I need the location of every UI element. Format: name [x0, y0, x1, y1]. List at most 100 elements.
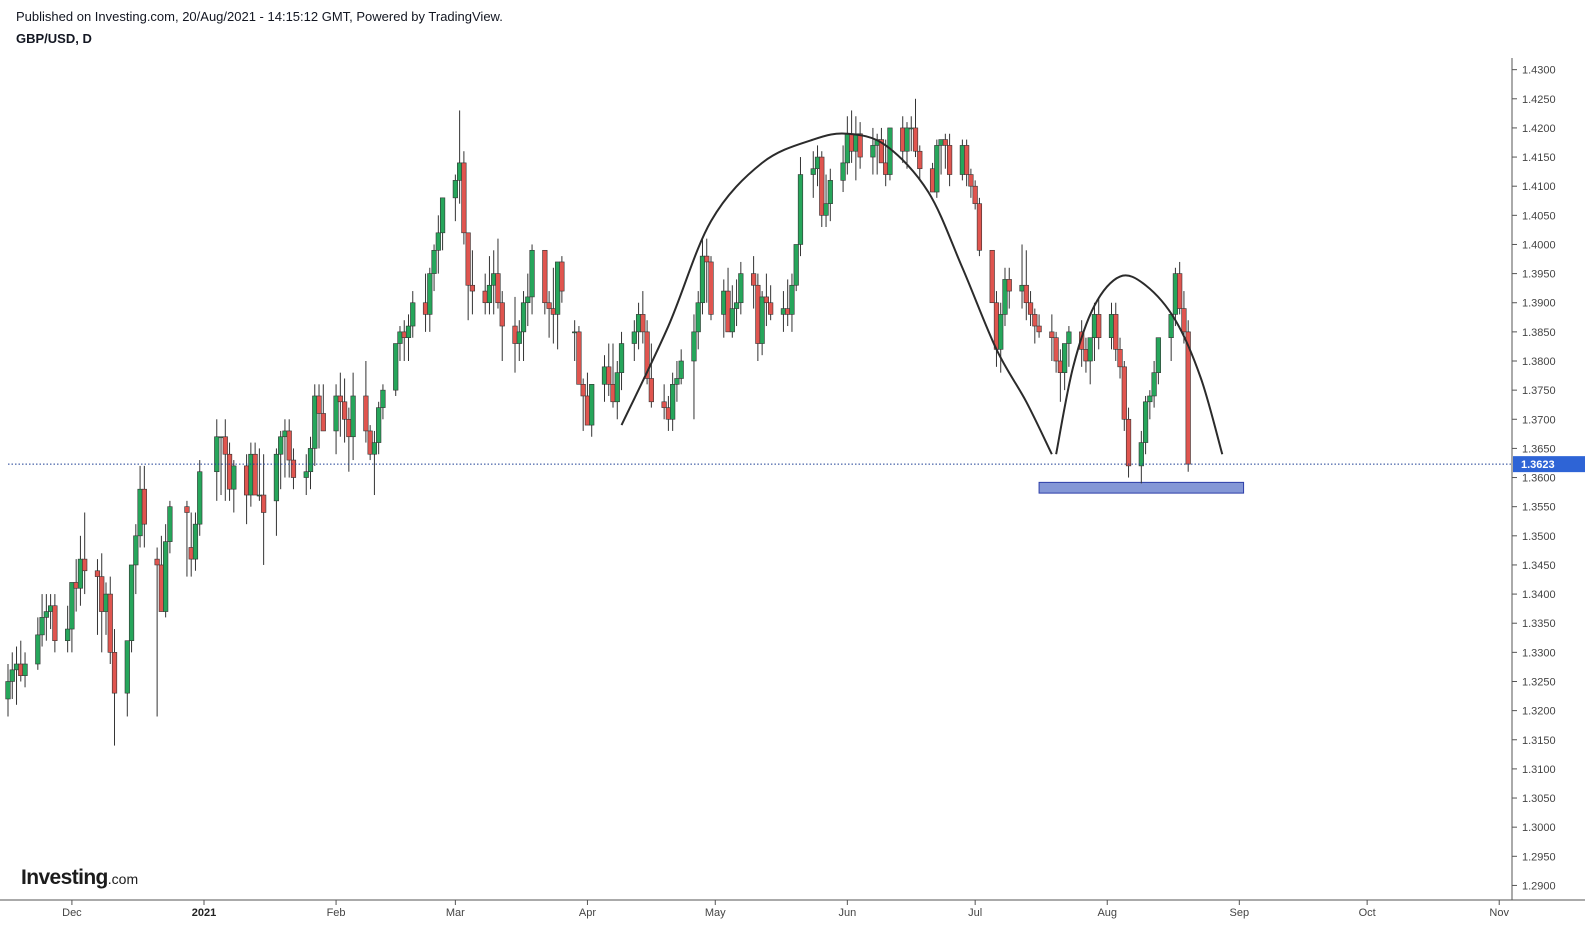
candle — [870, 127, 876, 175]
candle-body-up — [572, 331, 578, 334]
candle-body-up — [312, 395, 318, 449]
candle — [103, 582, 109, 635]
candle-body-down — [222, 436, 228, 455]
candle-body-down — [18, 663, 24, 676]
candle-body-up — [452, 180, 458, 199]
candle — [214, 419, 220, 501]
candle — [844, 116, 850, 175]
candle — [393, 343, 399, 396]
candle-body-up — [729, 308, 735, 333]
candle — [904, 122, 910, 169]
candle-body-down — [964, 145, 970, 175]
candle-body-up — [887, 127, 893, 175]
last-price-line-layer: 1.3623 — [8, 456, 1585, 473]
y-tick-label: 1.3350 — [1522, 618, 1556, 630]
candle — [751, 256, 757, 309]
candle — [1087, 337, 1093, 385]
candle — [849, 110, 855, 163]
candle-body-down — [1053, 337, 1059, 362]
candle — [9, 652, 15, 699]
candle-body-up — [691, 331, 697, 362]
candle-body-up — [810, 168, 816, 175]
candle-body-down — [73, 582, 79, 589]
candle — [278, 430, 284, 490]
candle — [1091, 302, 1098, 362]
x-tick-label: Oct — [1359, 907, 1376, 919]
candle-body-down — [512, 325, 518, 344]
candle — [678, 349, 684, 385]
candle-body-down — [768, 302, 774, 315]
candle-body-down — [900, 127, 906, 152]
candle-body-down — [252, 453, 258, 496]
candle — [780, 291, 787, 332]
candle — [77, 535, 84, 606]
candle — [729, 285, 735, 338]
y-tick-label: 1.3550 — [1522, 502, 1556, 514]
candle — [371, 430, 378, 496]
candle-body-up — [43, 611, 49, 618]
candle — [380, 384, 386, 420]
last-price-badge — [1513, 456, 1585, 473]
candle-body-down — [849, 133, 855, 152]
candle — [584, 372, 591, 426]
candle-body-up — [214, 436, 220, 473]
candle — [759, 291, 765, 356]
candle-body-down — [341, 401, 348, 420]
candle — [320, 384, 326, 432]
candle-body-up — [5, 681, 11, 700]
candle-body-up — [303, 471, 309, 478]
candle — [99, 553, 105, 653]
candle — [252, 442, 258, 496]
y-tick-label: 1.3050 — [1522, 793, 1556, 805]
candle-body-up — [376, 407, 382, 443]
y-tick-label: 1.3450 — [1522, 560, 1556, 572]
candle-body-down — [644, 331, 650, 379]
x-tick-label: Jul — [968, 907, 982, 919]
candle-body-up — [934, 145, 940, 193]
candle-body-down — [755, 284, 761, 344]
candle-body-up — [133, 535, 139, 566]
y-tick-label: 1.3000 — [1522, 822, 1556, 834]
candle — [486, 256, 493, 315]
x-tick-label: Dec — [62, 907, 82, 919]
candle-body-down — [1049, 331, 1055, 338]
candle — [141, 465, 147, 548]
candle — [929, 162, 936, 193]
candle-body-up — [65, 628, 71, 641]
y-tick-label: 1.4250 — [1522, 94, 1556, 106]
candle-body-down — [499, 302, 505, 327]
candle-body-down — [495, 273, 501, 304]
candle-body-down — [725, 290, 731, 333]
candle-body-up — [721, 290, 727, 315]
candle — [43, 594, 49, 641]
y-tick-label: 1.3400 — [1522, 589, 1556, 601]
candle-body-down — [346, 418, 352, 438]
candle-body-up — [618, 343, 625, 373]
arc-drawings — [620, 132, 1224, 455]
candle-body-up — [670, 384, 676, 420]
candle — [550, 267, 556, 344]
y-tick-label: 1.3800 — [1522, 356, 1556, 368]
candle — [346, 407, 352, 472]
candle — [572, 320, 578, 362]
candle-body-down — [763, 296, 769, 304]
candle — [1117, 337, 1123, 379]
candle-body-down — [606, 366, 612, 385]
candle-body-down — [917, 150, 923, 170]
candle-body-down — [286, 430, 292, 461]
x-tick-label: 2021 — [192, 907, 216, 919]
candle-body-up — [998, 314, 1004, 350]
candle — [1083, 337, 1089, 373]
candle-body-down — [584, 395, 591, 426]
candle — [993, 291, 1000, 367]
last-price-label: 1.3623 — [1521, 459, 1555, 471]
candle — [226, 442, 233, 501]
candle — [363, 361, 369, 443]
candle-body-down — [82, 558, 88, 572]
candle — [422, 273, 429, 332]
candle-body-up — [733, 302, 740, 309]
candle — [708, 256, 714, 321]
candle-body-up — [520, 302, 527, 333]
candle-body-up — [163, 541, 169, 612]
